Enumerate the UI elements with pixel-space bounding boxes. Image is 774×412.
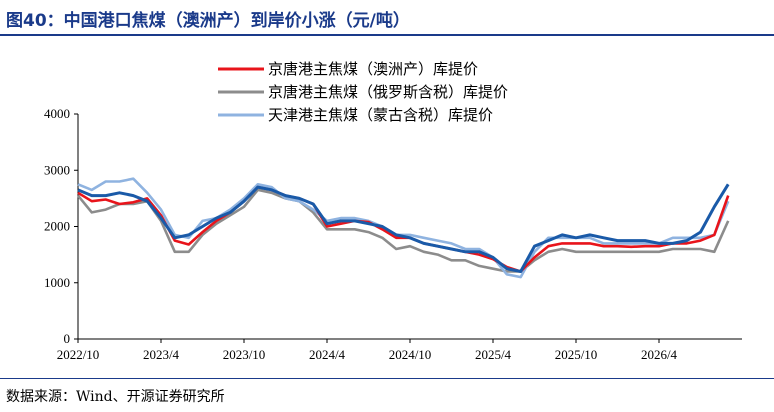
- legend-label: 京唐港主焦煤（澳洲产）库提价: [268, 60, 478, 78]
- legend: 京唐港主焦煤（澳洲产）库提价京唐港主焦煤（俄罗斯含税）库提价天津港主焦煤（蒙古含…: [218, 60, 508, 124]
- y-tick-label: 0: [64, 331, 71, 346]
- line-chart: 0 1000 2000 3000 4000 2022/10 2023/4 2023/10 202…: [44, 60, 742, 362]
- x-tick-label: 2022/10: [57, 347, 100, 362]
- series-line-1: [76, 188, 730, 273]
- series-line-2: [77, 177, 730, 279]
- x-tick-label: 2023/10: [223, 347, 266, 362]
- footer-divider: [0, 378, 774, 379]
- legend-label: 天津港主焦煤（蒙古含税）库提价: [268, 106, 493, 124]
- series-lines: [76, 177, 730, 279]
- source-note: 数据来源：Wind、开源证券研究所: [6, 389, 225, 405]
- x-tick-label: 2025/4: [475, 347, 512, 362]
- y-tick-label: 3000: [44, 162, 70, 177]
- x-tick-label: 2025/10: [555, 347, 598, 362]
- y-tick-label: 4000: [44, 106, 70, 121]
- legend-label: 京唐港主焦煤（俄罗斯含税）库提价: [268, 83, 508, 101]
- series-line-3: [77, 183, 730, 273]
- chart-title: 图40：中国港口焦煤（澳洲产）到岸价小涨（元/吨）: [6, 11, 410, 31]
- y-tick-label: 1000: [44, 275, 70, 290]
- x-tick-label: 2023/4: [143, 347, 180, 362]
- title-divider: [0, 34, 774, 36]
- y-tick-label: 2000: [44, 219, 70, 234]
- x-tick-label: 2024/4: [309, 347, 346, 362]
- x-tick-label: 2026/4: [641, 347, 678, 362]
- axes: 0 1000 2000 3000 4000 2022/10 2023/4 2023/10 202…: [44, 106, 742, 362]
- series-line-0: [77, 185, 730, 273]
- x-tick-label: 2024/10: [389, 347, 432, 362]
